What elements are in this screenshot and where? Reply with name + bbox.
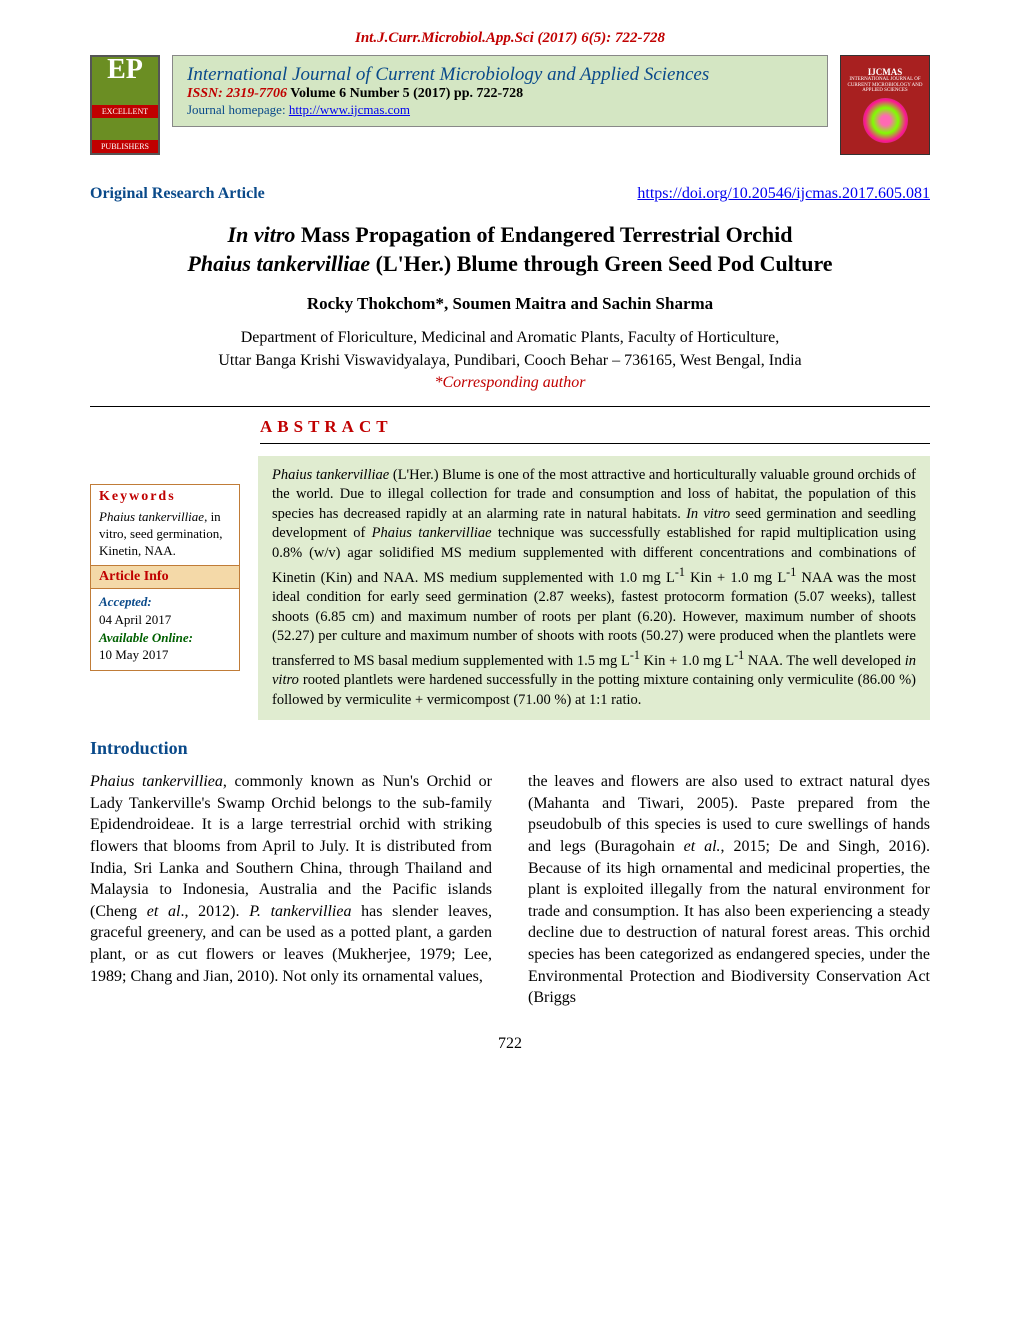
keywords-heading: Keywords <box>91 485 239 507</box>
page-number: 722 <box>90 1035 930 1053</box>
divider-top <box>90 406 930 407</box>
column-right: the leaves and flowers are also used to … <box>528 771 930 1009</box>
abs-sup-3: -1 <box>630 648 640 662</box>
introduction-heading: Introduction <box>90 738 930 759</box>
homepage-line: Journal homepage: http://www.ijcmas.com <box>187 102 813 118</box>
journal-header: EP EXCELLENT PUBLISHERS International Jo… <box>90 55 930 155</box>
cover-subtitle: INTERNATIONAL JOURNAL OF CURRENT MICROBI… <box>841 77 929 94</box>
article-title: In vitro Mass Propagation of Endangered … <box>90 221 930 278</box>
title-part-2: (L'Her.) Blume through Green Seed Pod Cu… <box>370 251 832 276</box>
abs-s7: NAA. The well developed <box>744 653 905 669</box>
publisher-logo: EP EXCELLENT PUBLISHERS <box>90 55 160 155</box>
article-meta-row: Original Research Article https://doi.or… <box>90 185 930 203</box>
cover-abbrev: IJCMAS <box>868 67 903 77</box>
accepted-label: Accepted: <box>99 593 231 611</box>
volume-info: Volume 6 Number 5 (2017) pp. 722-728 <box>287 86 523 101</box>
affiliation-line-2: Uttar Banga Krishi Viswavidyalaya, Pundi… <box>90 351 930 372</box>
title-italic-2: Phaius tankervilliae <box>187 251 370 276</box>
abs-sup-1: -1 <box>675 565 685 579</box>
title-part-1: Mass Propagation of Endangered Terrestri… <box>295 222 792 247</box>
issn: ISSN: 2319-7706 <box>187 86 287 101</box>
cl-it-1: Phaius tankervilliea <box>90 773 223 790</box>
cr-b: , 2015; De and Singh, 2016). Because of … <box>528 838 930 1006</box>
abs-s6: Kin + 1.0 mg L <box>640 653 734 669</box>
publisher-name-2: PUBLISHERS <box>92 140 158 153</box>
title-italic-1: In vitro <box>228 222 296 247</box>
cl-b: ., 2012). <box>180 903 249 920</box>
article-info-box: Accepted: 04 April 2017 Available Online… <box>90 589 240 670</box>
publisher-initials: EP <box>107 57 143 82</box>
article-info-heading: Article Info <box>90 566 240 589</box>
keywords-body: Phaius tankervilliae, in vitro, seed ger… <box>91 507 239 566</box>
cr-it-1: et al. <box>684 838 721 855</box>
issn-line: ISSN: 2319-7706 Volume 6 Number 5 (2017)… <box>187 86 813 102</box>
sidebar-boxes: Keywords Phaius tankervilliae, in vitro,… <box>90 456 240 720</box>
corresponding-author: *Corresponding author <box>90 374 930 392</box>
journal-info-box: International Journal of Current Microbi… <box>172 55 828 127</box>
keywords-italic: Phaius tankervilliae <box>99 509 204 524</box>
cover-art <box>863 98 908 143</box>
abstract-heading: ABSTRACT <box>260 417 930 437</box>
abs-it-1: Phaius tankervilliae <box>272 467 389 483</box>
abs-s8: rooted plantlets were hardened successfu… <box>272 672 916 708</box>
abs-it-2: In vitro <box>686 506 730 522</box>
cl-it-3: P. tankervilliea <box>249 903 351 920</box>
homepage-link[interactable]: http://www.ijcmas.com <box>289 102 410 117</box>
abs-s4: Kin + 1.0 mg L <box>685 569 786 585</box>
publisher-name-1: EXCELLENT <box>92 105 158 118</box>
abstract-block: Keywords Phaius tankervilliae, in vitro,… <box>90 456 930 720</box>
divider-abstract <box>260 443 930 444</box>
article-type: Original Research Article <box>90 185 265 203</box>
cl-it-2: et al <box>147 903 181 920</box>
column-left: Phaius tankervilliea, commonly known as … <box>90 771 492 1009</box>
journal-name: International Journal of Current Microbi… <box>187 64 813 86</box>
authors: Rocky Thokchom*, Soumen Maitra and Sachi… <box>90 294 930 314</box>
doi-container: https://doi.org/10.20546/ijcmas.2017.605… <box>637 185 930 203</box>
affiliation-line-1: Department of Floriculture, Medicinal an… <box>90 328 930 349</box>
abs-it-3: Phaius tankervilliae <box>372 525 492 541</box>
abstract-text: Phaius tankervilliae (L'Her.) Blume is o… <box>258 456 930 720</box>
abs-sup-4: -1 <box>734 648 744 662</box>
abs-sup-2: -1 <box>786 565 796 579</box>
cl-a: , commonly known as Nun's Orchid or Lady… <box>90 773 492 920</box>
journal-cover: IJCMAS INTERNATIONAL JOURNAL OF CURRENT … <box>840 55 930 155</box>
accepted-date: 04 April 2017 <box>99 611 231 629</box>
body-columns: Phaius tankervilliea, commonly known as … <box>90 771 930 1009</box>
doi-link[interactable]: https://doi.org/10.20546/ijcmas.2017.605… <box>637 185 930 202</box>
running-header: Int.J.Curr.Microbiol.App.Sci (2017) 6(5)… <box>90 30 930 47</box>
homepage-label: Journal homepage: <box>187 102 289 117</box>
available-date: 10 May 2017 <box>99 646 231 664</box>
available-label: Available Online: <box>99 629 231 647</box>
keywords-box: Keywords Phaius tankervilliae, in vitro,… <box>90 484 240 567</box>
